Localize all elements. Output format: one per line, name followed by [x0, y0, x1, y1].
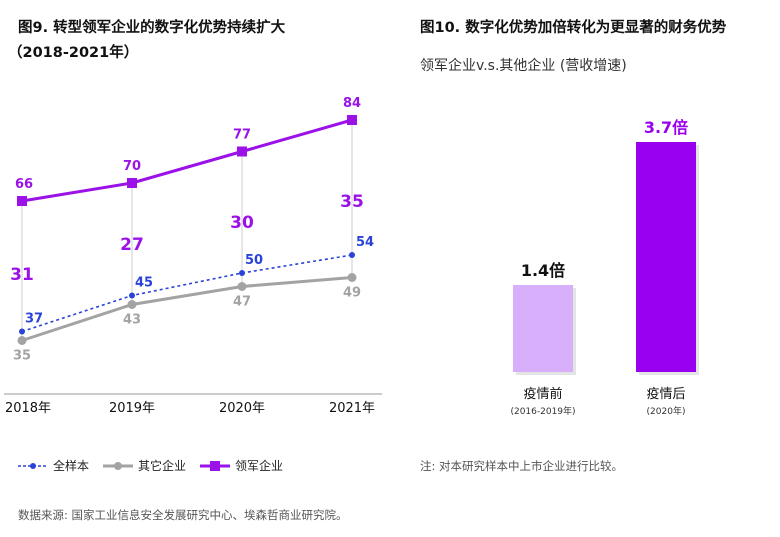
source-note: 数据来源: 国家工业信息安全发展研究中心、埃森哲商业研究院。: [18, 508, 348, 522]
legend-gray-dot-icon: [103, 461, 134, 470]
legend-dashed-dot-icon: [18, 462, 48, 469]
data-label: 54: [356, 235, 374, 250]
chart1-title: 图9. 转型领军企业的数字化优势持续扩大: [18, 20, 286, 36]
legend-item-others: 其它企业: [103, 457, 186, 474]
bar-data-label: 3.7倍: [644, 118, 688, 137]
data-label: 43: [123, 313, 141, 328]
data-label: 66: [15, 177, 33, 192]
x-tick-label: 2019年: [109, 401, 155, 416]
data-label: 70: [123, 159, 141, 174]
legend: 全样本 其它企业 领军企业: [18, 457, 283, 474]
gap-label: 31: [10, 265, 34, 285]
legend-label: 全样本: [53, 459, 90, 473]
gap-label: 30: [230, 213, 254, 233]
data-point: [129, 292, 135, 299]
series-line-全样本: [21, 254, 353, 333]
x-tick-label: 2021年: [329, 401, 375, 416]
data-label: 84: [343, 96, 361, 111]
legend-item-all: 全样本: [18, 457, 89, 474]
legend-label: 其它企业: [138, 459, 187, 473]
data-point: [17, 336, 27, 345]
data-point: [237, 282, 247, 291]
data-label: 77: [233, 128, 251, 143]
data-point: [127, 178, 137, 188]
bar-category-sublabel: (2020年): [647, 405, 686, 417]
data-label: 35: [13, 349, 31, 364]
x-tick-label: 2018年: [5, 401, 51, 416]
data-label: 45: [135, 276, 153, 291]
data-label: 49: [343, 286, 361, 301]
bar-category-label: 疫情前: [523, 386, 562, 402]
gap-label: 35: [340, 192, 364, 212]
data-point: [127, 300, 137, 309]
series-line-领军企业: [21, 118, 353, 203]
chart2-note: 注: 对本研究样本中上市企业进行比较。: [420, 459, 624, 473]
legend-item-leaders: 领军企业: [200, 457, 283, 474]
chart1-subtitle: （2018-2021年）: [8, 45, 139, 61]
data-label: 37: [25, 312, 43, 327]
data-point: [347, 273, 357, 282]
data-point: [349, 252, 355, 258]
data-point: [237, 146, 247, 157]
data-point: [347, 115, 357, 125]
data-label: 50: [245, 253, 263, 268]
data-label: 47: [233, 295, 251, 310]
chart2-title: 图10. 数字化优势加倍转化为更显著的财务优势: [420, 20, 727, 36]
legend-label: 领军企业: [235, 459, 284, 473]
gap-label: 27: [120, 235, 144, 255]
bar: [636, 142, 696, 372]
data-point: [19, 328, 25, 335]
data-point: [239, 270, 245, 276]
bar-category-sublabel: (2016-2019年): [510, 405, 575, 417]
bar: [513, 284, 573, 372]
bar-category-label: 疫情后: [646, 386, 685, 402]
data-point: [17, 196, 27, 206]
bar-data-label: 1.4倍: [521, 261, 565, 280]
chart2-subtitle: 领军企业v.s.其他企业 (营收增速): [420, 58, 627, 74]
legend-square-icon: [200, 460, 231, 471]
series-line-其它企业: [21, 276, 353, 342]
x-tick-label: 2020年: [219, 401, 265, 416]
